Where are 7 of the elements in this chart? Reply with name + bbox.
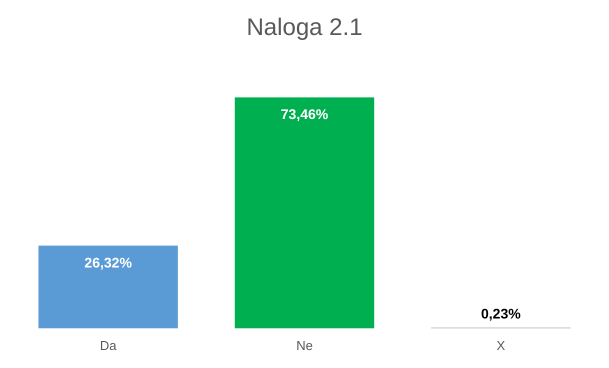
- data-label: 26,32%: [84, 254, 132, 270]
- data-label: 0,23%: [480, 306, 522, 322]
- x-tick-label: X: [496, 338, 506, 353]
- x-tick-label: Da: [100, 338, 118, 353]
- chart-title: Naloga 2.1: [246, 14, 363, 42]
- data-label: 73,46%: [280, 106, 329, 122]
- x-tick-label: Ne: [296, 338, 313, 353]
